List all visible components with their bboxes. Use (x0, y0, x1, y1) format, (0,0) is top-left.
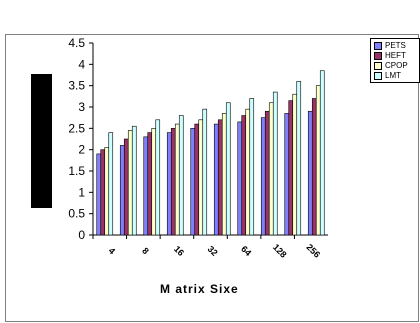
y-tick-label: 0.5 (68, 207, 85, 221)
bar-pets (96, 153, 102, 236)
x-tick-label: 128 (271, 242, 289, 260)
legend: PETS HEFT CPOP LMT (370, 38, 420, 83)
bar-cpop (174, 123, 180, 236)
bar-lmt (178, 115, 184, 236)
bar-heft (311, 98, 317, 236)
y-tick-label: 3.5 (68, 79, 85, 93)
y-tick-label: 1 (78, 185, 85, 199)
bar-lmt (249, 98, 255, 236)
legend-item-pets: PETS (374, 41, 406, 51)
y-tick-label: 3 (78, 100, 85, 114)
bar-cpop (198, 119, 204, 236)
bar-pets (260, 117, 266, 236)
x-axis-label: M atrix Sixe (160, 282, 239, 296)
bar-cpop (268, 102, 274, 236)
bar-pets (213, 123, 219, 236)
bar-cpop (127, 130, 133, 236)
y-tick-label: 4.5 (68, 36, 85, 50)
bar-pets (166, 132, 172, 236)
bar-cpop (315, 85, 321, 236)
bar-heft (123, 138, 129, 236)
legend-label-cpop: CPOP (385, 61, 408, 70)
bar-lmt (272, 91, 278, 236)
y-tick-label: 1.5 (68, 164, 85, 178)
bar-pets (284, 113, 290, 236)
y-tick-label: 4 (78, 57, 85, 71)
x-tick-label: 16 (172, 244, 186, 258)
bar-lmt (131, 125, 137, 236)
x-tick-label: 64 (239, 244, 253, 258)
bar-lmt (108, 132, 114, 236)
x-tick-label: 8 (140, 246, 151, 257)
x-tick-label: 4 (107, 246, 118, 257)
bar-heft (194, 123, 200, 236)
bar-heft (264, 110, 270, 236)
bar-cpop (221, 113, 227, 236)
legend-item-cpop: CPOP (374, 61, 408, 71)
bar-heft (241, 115, 247, 236)
legend-swatch-cpop (374, 61, 382, 70)
legend-item-heft: HEFT (374, 51, 406, 61)
bar-pets (307, 110, 313, 236)
bar-heft (100, 149, 106, 236)
bar-heft (147, 132, 153, 236)
legend-item-lmt: LMT (374, 71, 401, 81)
bar-heft (170, 128, 176, 236)
x-tick-label: 256 (304, 242, 322, 260)
bar-heft (217, 119, 223, 236)
y-tick-label: 0 (78, 228, 85, 242)
x-tick-label: 32 (206, 244, 220, 258)
legend-label-lmt: LMT (385, 71, 401, 80)
y-tick-label: 2 (78, 143, 85, 157)
bar-cpop (151, 128, 157, 236)
legend-label-heft: HEFT (385, 51, 406, 60)
bar-pets (190, 128, 196, 236)
bar-pets (237, 121, 243, 236)
bar-lmt (225, 102, 231, 236)
bar-lmt (202, 108, 208, 236)
bar-cpop (104, 147, 110, 236)
bar-lmt (155, 119, 161, 236)
bar-pets (143, 136, 149, 236)
legend-swatch-lmt (374, 71, 382, 80)
bar-lmt (296, 81, 302, 236)
bar-heft (288, 100, 294, 236)
y-axis-label-redacted (31, 74, 52, 208)
bar-cpop (292, 93, 298, 236)
bar-cpop (245, 108, 251, 236)
legend-swatch-pets (374, 41, 382, 50)
bar-pets (119, 145, 125, 236)
y-tick-label: 2.5 (68, 121, 85, 135)
legend-label-pets: PETS (385, 41, 406, 50)
legend-swatch-heft (374, 51, 382, 60)
bar-lmt (319, 70, 325, 236)
chart-frame (5, 34, 419, 322)
